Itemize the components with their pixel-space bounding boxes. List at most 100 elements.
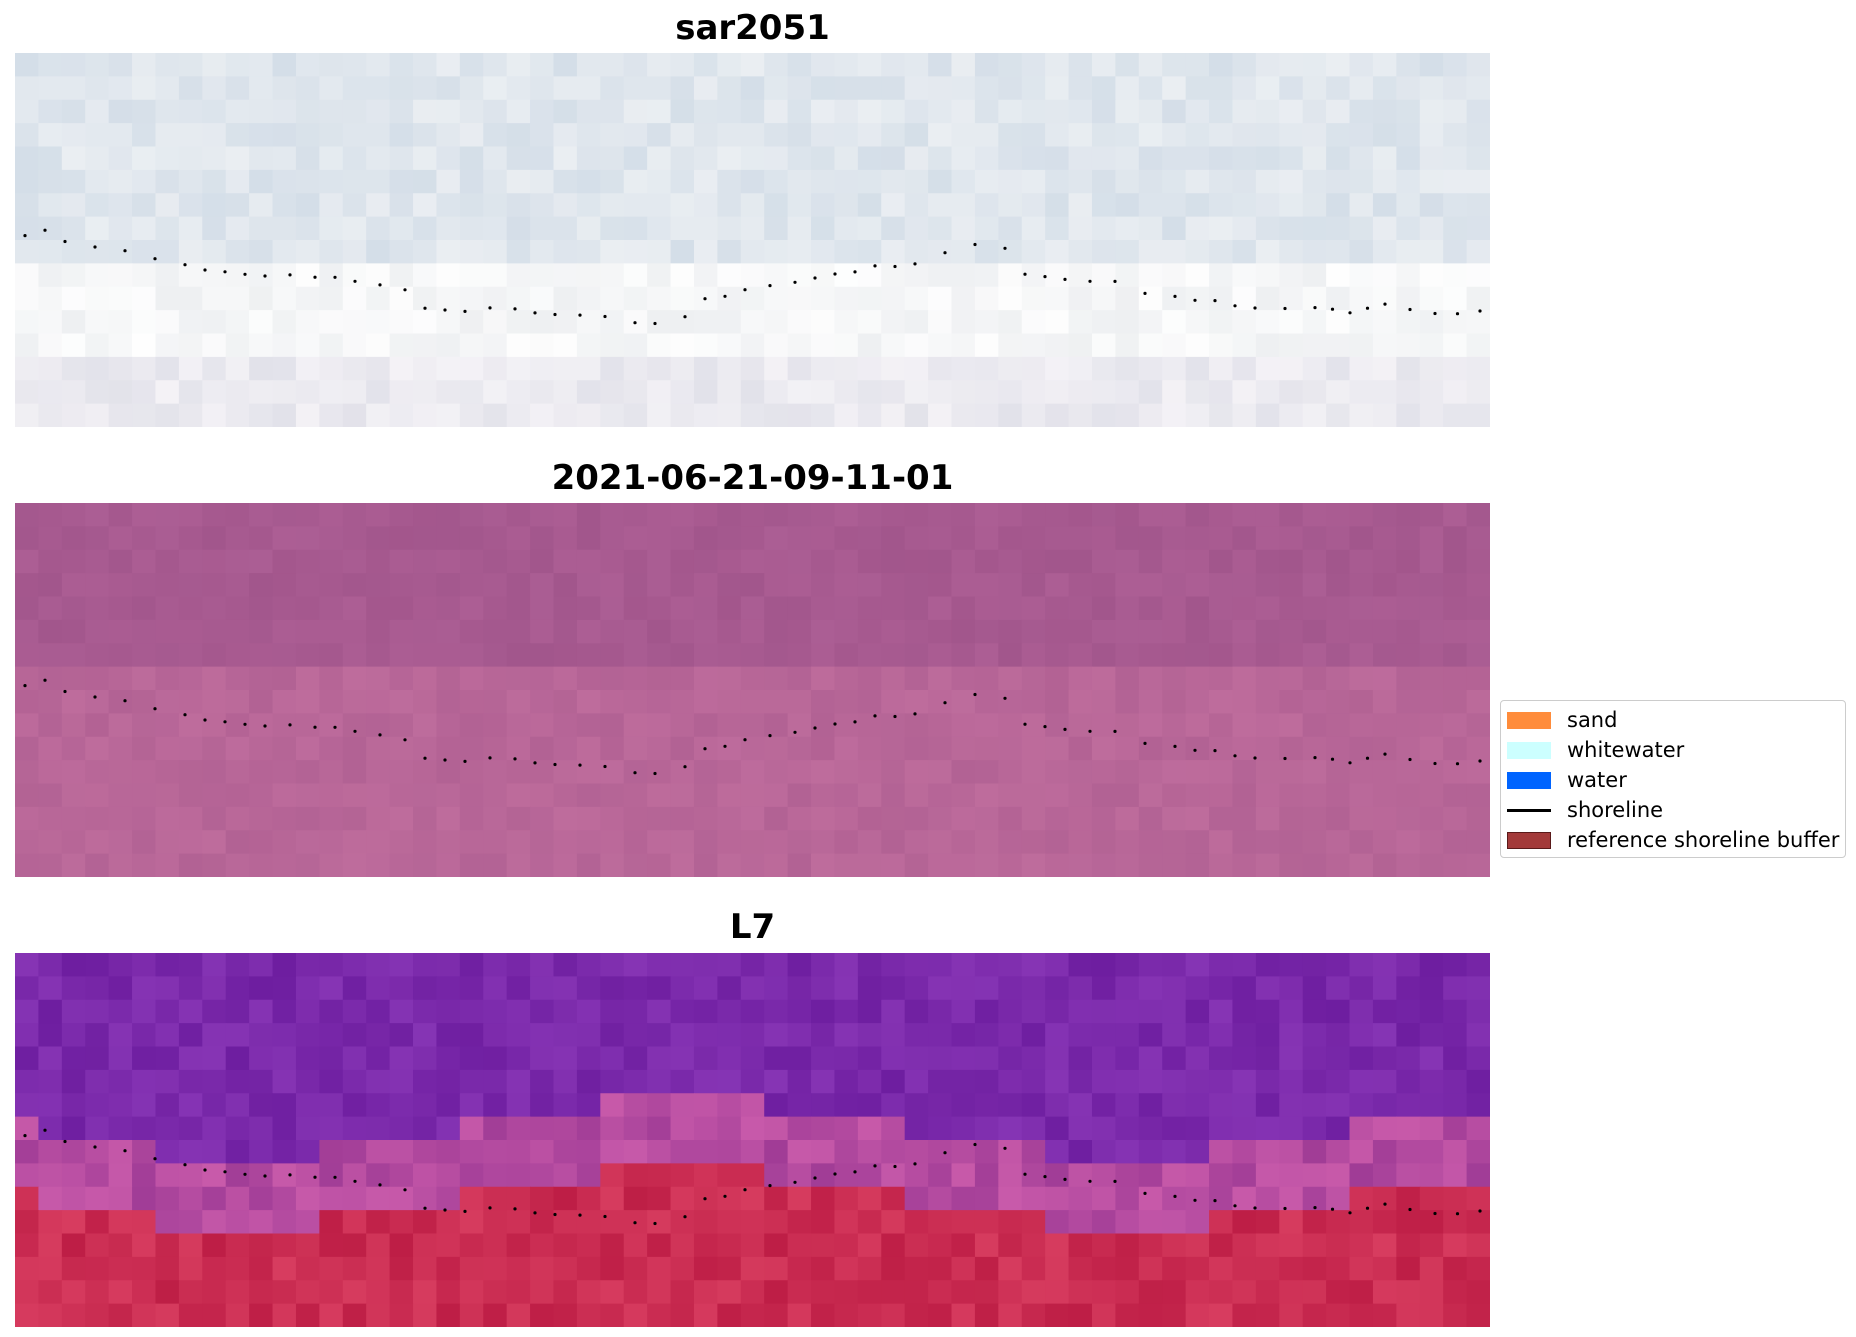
image-pixel (38, 146, 63, 171)
image-pixel (1302, 1303, 1327, 1327)
image-pixel (342, 169, 367, 194)
image-pixel (342, 310, 367, 335)
image-pixel (1162, 1210, 1187, 1235)
image-pixel (108, 333, 133, 358)
image-pixel (1162, 53, 1187, 77)
image-pixel (904, 666, 929, 691)
image-pixel (1021, 310, 1046, 335)
image-pixel (319, 310, 344, 335)
image-pixel (1209, 503, 1234, 527)
image-pixel (225, 1233, 250, 1258)
image-pixel (717, 263, 742, 288)
image-pixel (881, 333, 906, 358)
image-pixel (132, 1186, 157, 1211)
image-pixel (1232, 1140, 1257, 1164)
image-pixel (1045, 690, 1070, 714)
image-pixel (506, 216, 531, 241)
image-pixel (1185, 1046, 1210, 1071)
image-pixel (1045, 1116, 1070, 1141)
image-pixel (272, 503, 297, 527)
image-pixel (366, 953, 391, 977)
image-pixel (249, 1280, 274, 1305)
image-pixel (998, 619, 1023, 644)
image-pixel (1162, 1303, 1187, 1327)
image-pixel (951, 1116, 976, 1141)
image-pixel (1302, 216, 1327, 241)
image-pixel (998, 123, 1023, 148)
image-pixel (1372, 286, 1397, 311)
shoreline-point (1478, 759, 1482, 763)
image-pixel (1232, 1093, 1257, 1118)
image-pixel (1068, 146, 1093, 171)
image-pixel (857, 333, 882, 358)
image-pixel (342, 1163, 367, 1188)
image-pixel (1185, 1233, 1210, 1258)
shoreline-point (913, 712, 917, 716)
image-pixel (1115, 619, 1140, 644)
image-pixel (576, 193, 601, 218)
shoreline-point (1113, 279, 1117, 283)
image-pixel (740, 99, 765, 124)
image-pixel (530, 1256, 555, 1281)
image-pixel (1326, 333, 1351, 358)
image-pixel (1138, 1163, 1163, 1188)
shoreline-point (683, 315, 687, 319)
image-pixel (1302, 1256, 1327, 1281)
image-pixel (1443, 99, 1468, 124)
image-pixel (951, 1046, 976, 1071)
image-pixel (951, 690, 976, 714)
shoreline-point (443, 758, 447, 762)
image-pixel (1326, 310, 1351, 335)
image-pixel (951, 99, 976, 124)
shoreline-point (1433, 761, 1437, 766)
shoreline-point (653, 321, 657, 326)
image-pixel (1466, 999, 1490, 1024)
image-pixel (1326, 619, 1351, 644)
image-pixel (530, 1140, 555, 1164)
image-pixel (1466, 690, 1490, 714)
image-pixel (178, 53, 203, 77)
image-pixel (272, 1256, 297, 1281)
image-pixel (506, 1069, 531, 1094)
image-pixel (1326, 1140, 1351, 1164)
image-pixel (576, 333, 601, 358)
image-pixel (413, 1163, 438, 1188)
image-pixel (366, 1093, 391, 1118)
image-pixel (1209, 999, 1234, 1024)
image-pixel (1372, 193, 1397, 218)
image-pixel (366, 830, 391, 855)
image-pixel (1021, 1023, 1046, 1048)
image-pixel (1185, 549, 1210, 574)
image-pixel (1466, 976, 1490, 1001)
image-pixel (249, 999, 274, 1024)
image-pixel (85, 760, 110, 785)
image-pixel (1045, 380, 1070, 405)
image-pixel (647, 1069, 672, 1094)
image-pixel (1302, 99, 1327, 124)
image-pixel (928, 1116, 953, 1141)
image-pixel (1232, 1210, 1257, 1235)
image-pixel (132, 380, 157, 405)
image-pixel (1279, 193, 1304, 218)
image-pixel (787, 999, 812, 1024)
shoreline-point (1193, 298, 1197, 302)
image-pixel (1138, 976, 1163, 1001)
image-pixel (623, 666, 648, 691)
shoreline-point (873, 1164, 877, 1168)
image-pixel (717, 853, 742, 877)
image-pixel (998, 169, 1023, 194)
image-pixel (811, 830, 836, 855)
image-pixel (15, 380, 40, 405)
image-pixel (459, 1116, 484, 1141)
image-pixel (857, 263, 882, 288)
image-pixel (1443, 853, 1468, 877)
image-pixel (295, 853, 320, 877)
image-pixel (225, 713, 250, 738)
image-pixel (1349, 666, 1374, 691)
image-pixel (928, 806, 953, 831)
image-pixel (904, 99, 929, 124)
image-pixel (225, 1256, 250, 1281)
image-pixel (1115, 1303, 1140, 1327)
image-pixel (647, 503, 672, 527)
image-pixel (178, 286, 203, 311)
